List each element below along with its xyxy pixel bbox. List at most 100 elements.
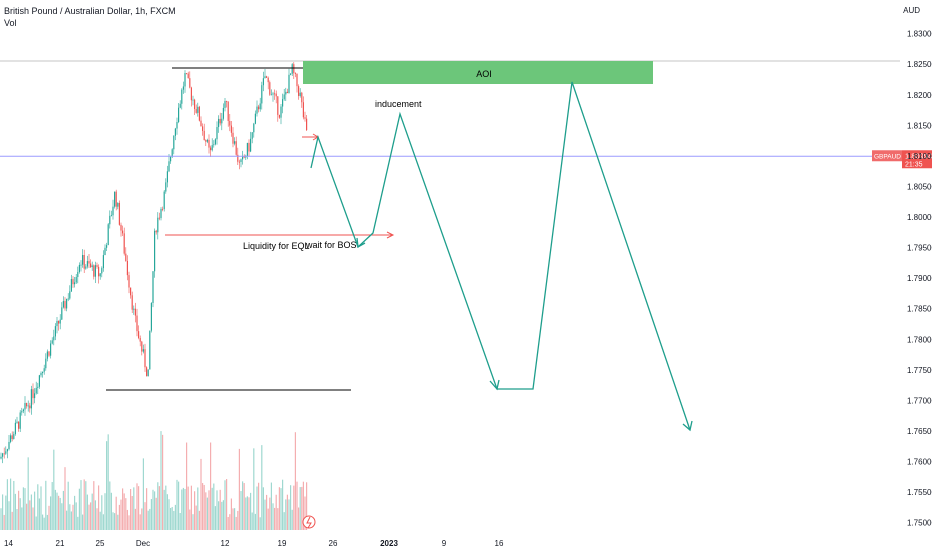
candle-body — [0, 456, 2, 459]
candle-body — [171, 149, 173, 157]
y-tick-label: 1.78000 — [907, 335, 932, 344]
candle-body — [226, 101, 228, 102]
candle-body — [179, 103, 181, 108]
candle-body — [229, 120, 231, 126]
volume-bar — [240, 491, 242, 530]
candle-body — [246, 142, 248, 157]
x-tick-label: 14 — [4, 539, 13, 548]
candle-body — [160, 208, 162, 219]
volume-bar — [246, 496, 248, 530]
volume-bar — [115, 496, 117, 530]
candle-body — [174, 128, 176, 136]
volume-bar — [5, 495, 7, 530]
candle-body — [254, 113, 256, 124]
volume-bar — [253, 448, 255, 530]
candle-body — [125, 253, 127, 261]
candle-body — [211, 145, 213, 151]
candle-body — [126, 260, 128, 276]
volume-bar — [208, 490, 210, 530]
candle-body — [195, 109, 197, 113]
volume-bar — [94, 500, 96, 530]
candle-body — [50, 343, 52, 356]
candle-body — [21, 411, 23, 413]
candle-body — [27, 405, 29, 407]
candle-body — [251, 132, 253, 139]
volume-bar — [277, 508, 279, 530]
lightning-bolt — [306, 516, 312, 529]
candle-body — [16, 421, 18, 423]
volume-bar — [278, 487, 280, 530]
candle-body — [32, 389, 34, 399]
candle-body — [272, 93, 274, 95]
candle-body — [10, 435, 12, 442]
volume-bar — [75, 502, 77, 530]
candle-body — [61, 307, 63, 320]
volume-bar — [138, 486, 140, 530]
candle-body — [162, 208, 164, 210]
volume-bar — [67, 481, 69, 530]
volume-bar — [107, 434, 109, 530]
volume-bar — [294, 432, 296, 530]
candle-body — [75, 277, 77, 283]
candle-body — [206, 139, 208, 142]
candle-body — [37, 386, 39, 388]
candle-body — [235, 141, 237, 155]
volume-bar — [229, 514, 231, 530]
volume-bar — [163, 489, 165, 530]
candle-body — [2, 453, 4, 457]
candle-body — [130, 287, 132, 296]
candle-body — [264, 76, 266, 79]
candle-body — [258, 106, 260, 110]
volume-bar — [38, 498, 40, 530]
volume-bar — [74, 495, 76, 530]
candle-body — [192, 99, 194, 101]
volume-bar — [2, 494, 4, 530]
candle-body — [146, 367, 148, 377]
volume-bar — [30, 494, 32, 530]
y-tick-label: 1.75500 — [907, 488, 932, 497]
volume-bar — [298, 507, 300, 530]
projection-arrowhead — [489, 379, 500, 391]
candle-body — [104, 247, 106, 256]
volume-bar — [85, 481, 87, 530]
volume-bar — [224, 480, 226, 530]
volume-bar — [133, 487, 135, 530]
candle-body — [237, 154, 239, 162]
volume-bar — [293, 485, 295, 530]
candle-body — [163, 191, 165, 209]
candle-body — [139, 337, 141, 342]
volume-bar — [96, 508, 98, 530]
candle-body — [248, 142, 250, 152]
volume-bar — [109, 481, 111, 530]
candle-body — [173, 135, 175, 150]
candle-body — [80, 264, 82, 266]
y-tick-label: 1.82500 — [907, 60, 932, 69]
candle-body — [186, 73, 188, 74]
volume-bar — [198, 510, 200, 530]
volume-bar — [248, 497, 250, 530]
candle-body — [147, 369, 149, 377]
candle-body — [77, 271, 79, 278]
volume-bar — [120, 499, 122, 530]
candle-body — [221, 118, 223, 124]
volume-bar — [275, 494, 277, 530]
candle-body — [128, 275, 130, 288]
candle-body — [8, 441, 10, 450]
candle-body — [242, 155, 244, 160]
price-tag-countdown: 21:35 — [905, 161, 923, 168]
volume-bar — [218, 501, 220, 530]
candle-body — [136, 315, 138, 332]
volume-bar — [42, 514, 44, 530]
volume-bar — [171, 506, 173, 530]
candle-body — [34, 393, 36, 399]
candle-body — [6, 449, 8, 452]
candle-body — [114, 191, 116, 207]
candle-body — [118, 202, 120, 225]
aoi-label: AOI — [476, 69, 492, 79]
candle-body — [197, 106, 199, 113]
candle-body — [69, 291, 71, 299]
volume-bar — [45, 480, 47, 530]
candle-body — [253, 123, 255, 133]
candle-body — [45, 358, 47, 369]
